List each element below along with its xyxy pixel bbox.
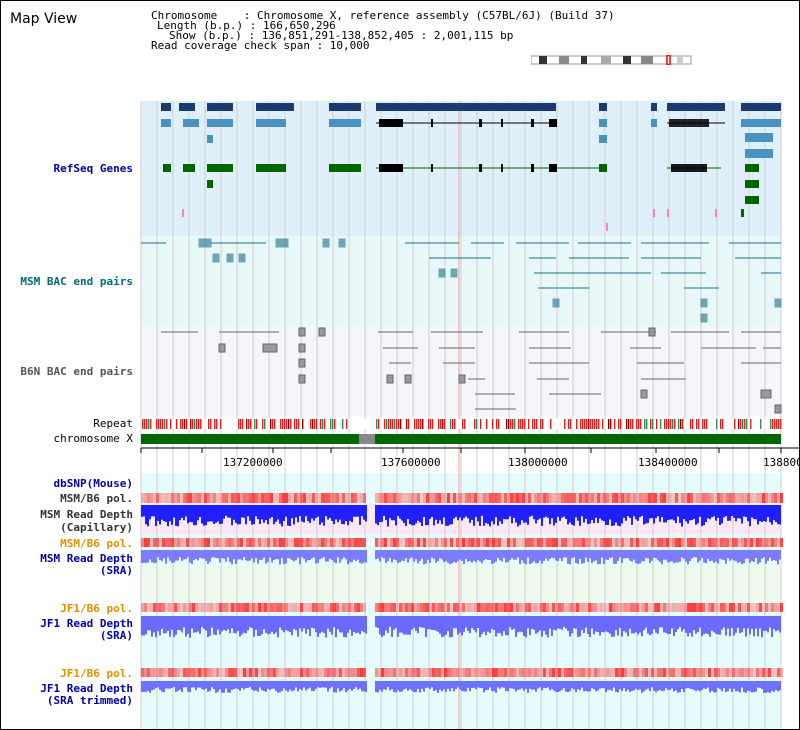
- msm-depth-cap-sublabel: (Capillary): [60, 521, 133, 534]
- jf1-depth-label[interactable]: JF1 Read Depth: [40, 617, 133, 630]
- chromosome-ideogram[interactable]: [531, 55, 697, 65]
- chromosome-label: chromosome X: [53, 432, 133, 445]
- length-info: Length (b.p.) : 166,650,296: [157, 19, 336, 32]
- msm-bac-label[interactable]: MSM BAC end pairs: [20, 275, 133, 288]
- ruler-tick-label: 138800000: [763, 456, 799, 469]
- msm-depth-sra-label[interactable]: MSM Read Depth: [40, 552, 133, 565]
- ruler-tick-label: 138400000: [638, 456, 698, 469]
- coverage-info: Read coverage check span : 10,000: [151, 39, 370, 52]
- dbsnp-label[interactable]: dbSNP(Mouse): [53, 477, 133, 490]
- msm-depth-sra-sublabel: (SRA): [99, 564, 133, 577]
- jf1-trim-depth-sublabel: (SRA trimmed): [46, 694, 133, 707]
- region-info: Chromosome : Chromosome X, reference ass…: [151, 9, 615, 52]
- jf1-depth-sublabel: (SRA): [99, 629, 133, 642]
- jf1-trim-depth-label[interactable]: JF1 Read Depth: [40, 682, 133, 695]
- repeat-label: Repeat: [93, 417, 133, 430]
- chromosome-info: Chromosome : Chromosome X, reference ass…: [151, 9, 615, 22]
- msm-pol-label[interactable]: MSM/B6 pol.: [60, 492, 133, 505]
- refseq-label[interactable]: RefSeq Genes: [53, 162, 133, 175]
- ruler-tick-label: 138000000: [508, 456, 568, 469]
- jf1-pol-label[interactable]: JF1/B6 pol.: [60, 602, 133, 615]
- jf1-pol-trim-label[interactable]: JF1/B6 pol.: [60, 667, 133, 680]
- show-info: Show (b.p.) : 136,851,291-138,852,405 : …: [169, 29, 514, 42]
- b6n-bac-label[interactable]: B6N BAC end pairs: [20, 365, 133, 378]
- msm-depth-cap-label[interactable]: MSM Read Depth: [40, 508, 133, 521]
- msm-pol-sra-label[interactable]: MSM/B6 pol.: [60, 537, 133, 550]
- ruler-tick-label: 137600000: [381, 456, 441, 469]
- panel-title: Map View: [10, 11, 78, 27]
- ruler-tick-label: 137200000: [223, 456, 283, 469]
